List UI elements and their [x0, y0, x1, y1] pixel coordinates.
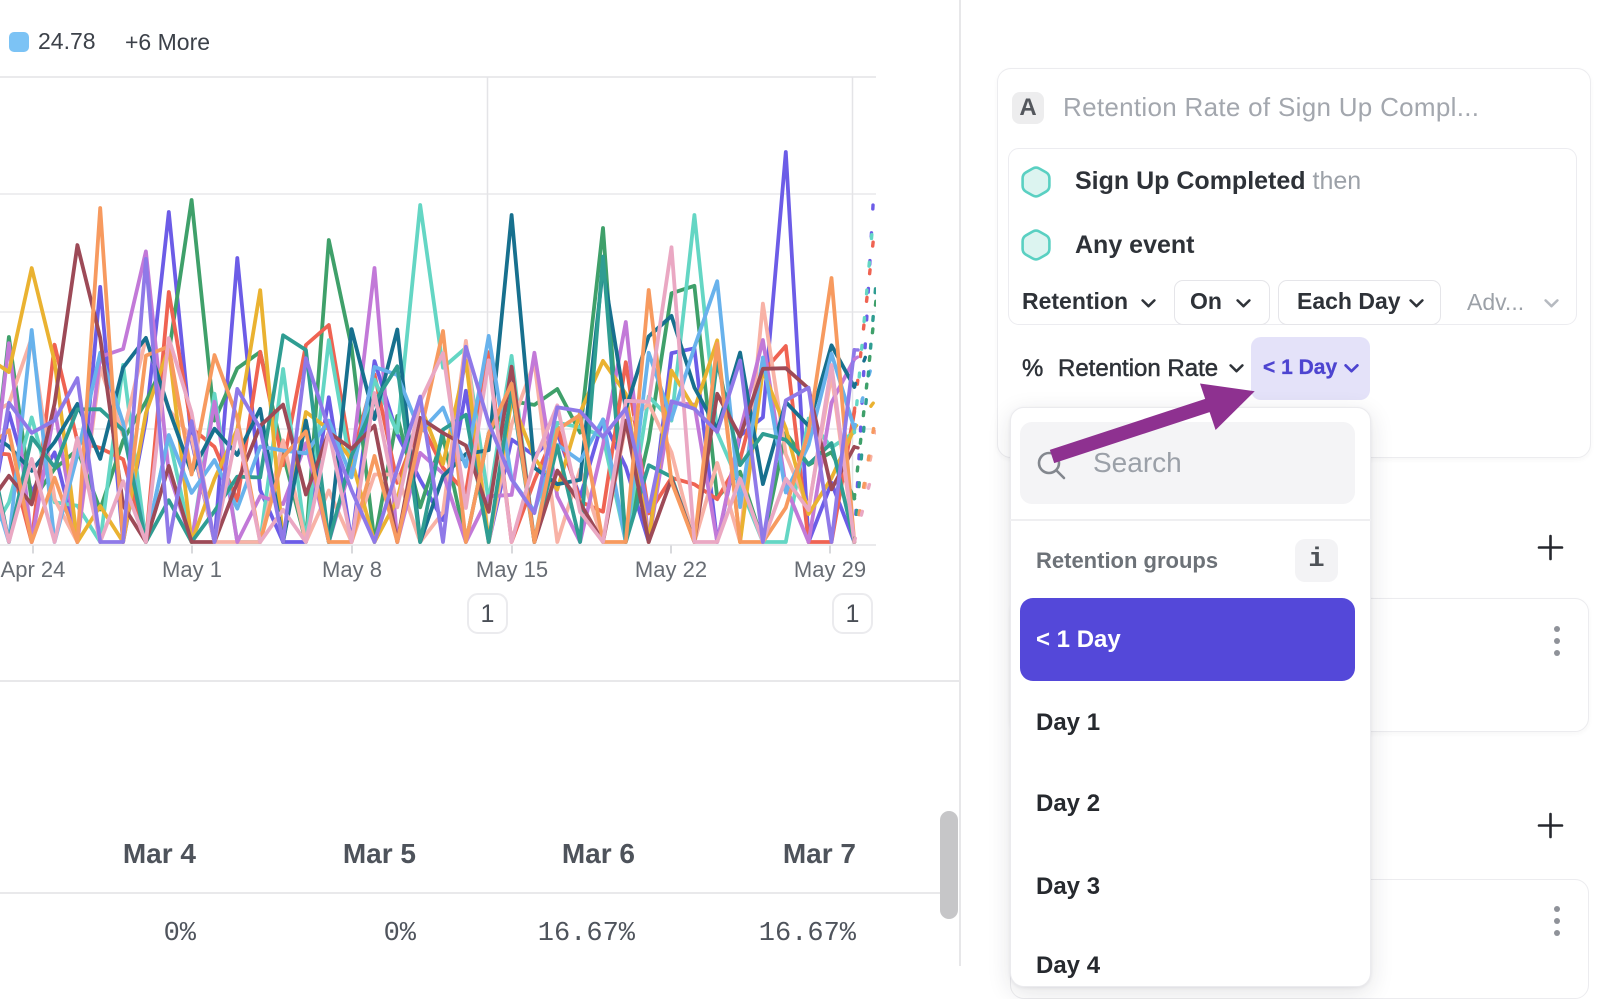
svg-text:1: 1 [481, 600, 495, 628]
svg-text:Apr 24: Apr 24 [1, 557, 66, 582]
svg-text:May 1: May 1 [162, 557, 222, 582]
svg-text:1: 1 [846, 600, 860, 628]
svg-text:May 29: May 29 [794, 557, 866, 582]
svg-text:May 15: May 15 [476, 557, 548, 582]
svg-text:May 22: May 22 [635, 557, 707, 582]
svg-text:May 8: May 8 [322, 557, 382, 582]
